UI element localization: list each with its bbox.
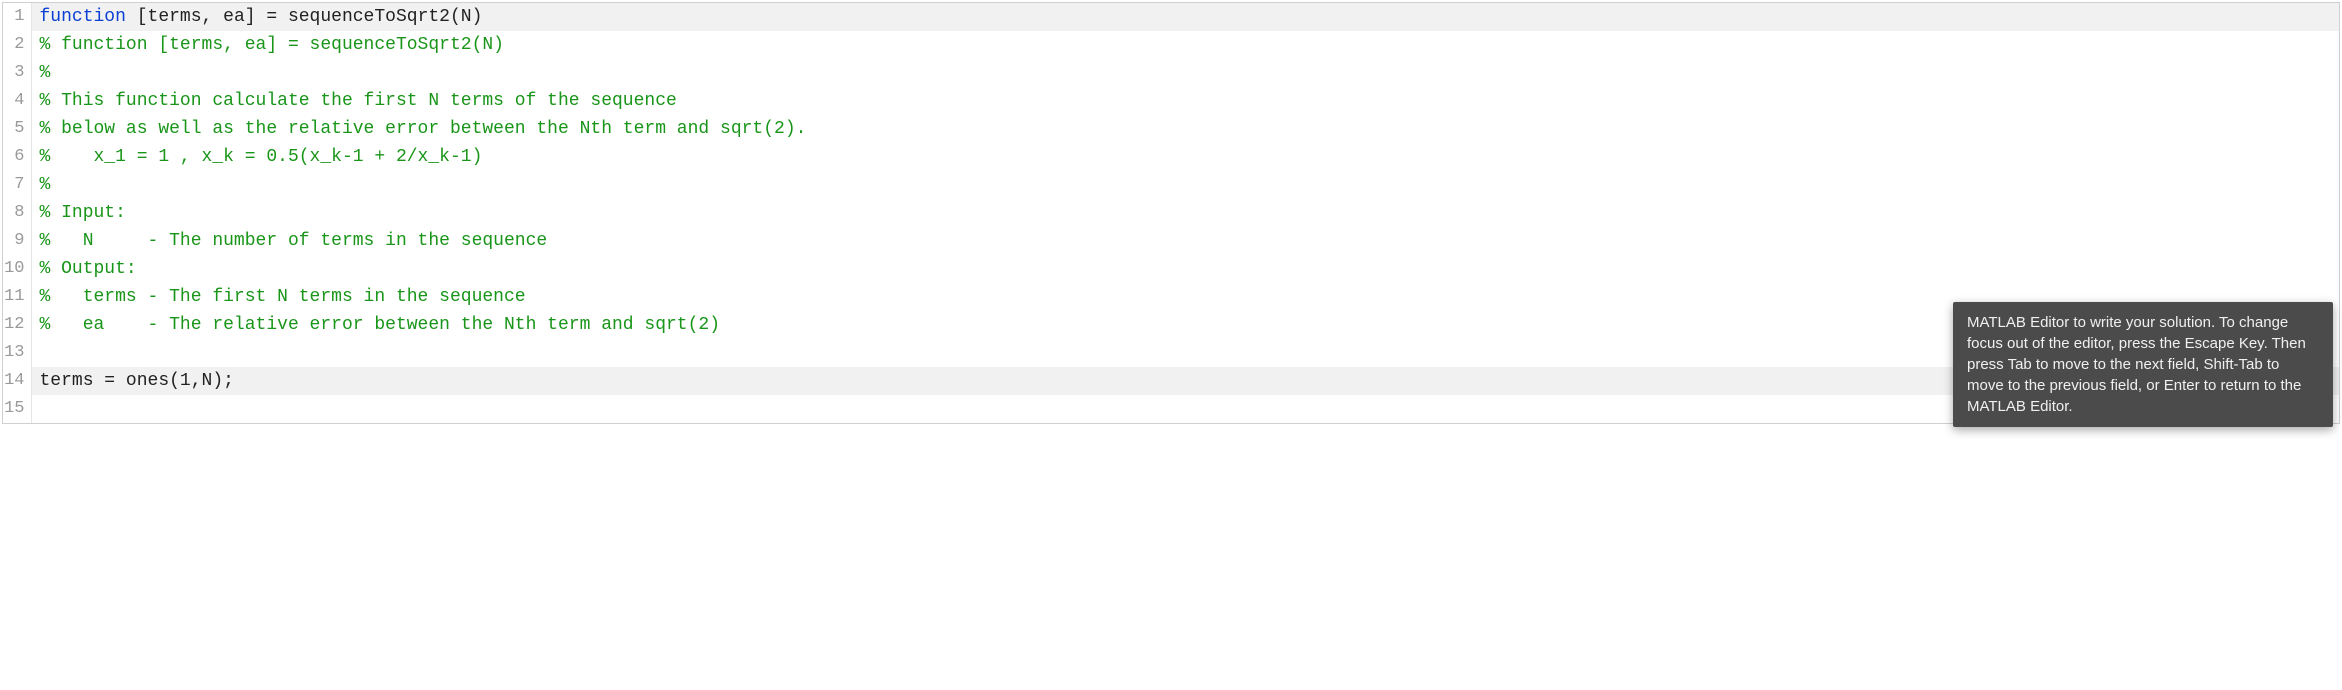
code-line[interactable]: 8 % Input:	[3, 199, 2339, 227]
code-token: % function [terms, ea] = sequenceToSqrt2…	[40, 35, 504, 55]
line-number: 13	[3, 339, 31, 367]
code-cell[interactable]: % below as well as the relative error be…	[31, 115, 2339, 143]
code-token: % below as well as the relative error be…	[40, 119, 807, 139]
code-token: terms = ones(1,N);	[40, 371, 234, 391]
code-line[interactable]: 2 % function [terms, ea] = sequenceToSqrt…	[3, 31, 2339, 59]
code-line[interactable]: 10 % Output:	[3, 255, 2339, 283]
line-number: 5	[3, 115, 31, 143]
code-cell[interactable]: % Output:	[31, 255, 2339, 283]
code-token: %	[40, 175, 51, 195]
line-number: 9	[3, 227, 31, 255]
code-cell[interactable]: % x_1 = 1 , x_k = 0.5(x_k-1 + 2/x_k-1)	[31, 143, 2339, 171]
code-line[interactable]: 7%	[3, 171, 2339, 199]
code-cell[interactable]: % This function calculate the first N te…	[31, 87, 2339, 115]
line-number: 3	[3, 59, 31, 87]
code-line[interactable]: 1function [terms, ea] = sequenceToSqrt2(…	[3, 3, 2339, 31]
code-token: % ea - The relative error between the Nt…	[40, 315, 721, 335]
code-token: % Output:	[40, 259, 137, 279]
code-cell[interactable]: % Input:	[31, 199, 2339, 227]
code-line[interactable]: 6 % x_1 = 1 , x_k = 0.5(x_k-1 + 2/x_k-1)	[3, 143, 2339, 171]
code-token: [terms, ea] = sequenceToSqrt2(N)	[126, 7, 482, 27]
code-token: function	[40, 7, 126, 27]
line-number: 4	[3, 87, 31, 115]
line-number: 6	[3, 143, 31, 171]
code-token: %	[40, 63, 51, 83]
code-cell[interactable]: % function [terms, ea] = sequenceToSqrt2…	[31, 31, 2339, 59]
code-cell[interactable]: %	[31, 59, 2339, 87]
line-number: 15	[3, 395, 31, 423]
line-number: 12	[3, 311, 31, 339]
line-number: 8	[3, 199, 31, 227]
code-cell[interactable]: % N - The number of terms in the sequenc…	[31, 227, 2339, 255]
code-line[interactable]: 3%	[3, 59, 2339, 87]
tooltip-text: MATLAB Editor to write your solution. To…	[1967, 314, 2306, 415]
code-token: % N - The number of terms in the sequenc…	[40, 231, 548, 251]
code-editor[interactable]: 1function [terms, ea] = sequenceToSqrt2(…	[2, 2, 2340, 424]
code-token: % x_1 = 1 , x_k = 0.5(x_k-1 + 2/x_k-1)	[40, 147, 483, 167]
code-token: % This function calculate the first N te…	[40, 91, 677, 111]
line-number: 10	[3, 255, 31, 283]
code-line[interactable]: 4 % This function calculate the first N t…	[3, 87, 2339, 115]
line-number: 2	[3, 31, 31, 59]
code-line[interactable]: 5 % below as well as the relative error b…	[3, 115, 2339, 143]
line-number: 11	[3, 283, 31, 311]
code-cell[interactable]: function [terms, ea] = sequenceToSqrt2(N…	[31, 3, 2339, 31]
code-token: % terms - The first N terms in the seque…	[40, 287, 526, 307]
editor-help-tooltip: MATLAB Editor to write your solution. To…	[1953, 302, 2333, 427]
line-number: 7	[3, 171, 31, 199]
line-number: 1	[3, 3, 31, 31]
line-number: 14	[3, 367, 31, 395]
code-line[interactable]: 9 % N - The number of terms in the sequen…	[3, 227, 2339, 255]
code-token: % Input:	[40, 203, 126, 223]
code-cell[interactable]: %	[31, 171, 2339, 199]
